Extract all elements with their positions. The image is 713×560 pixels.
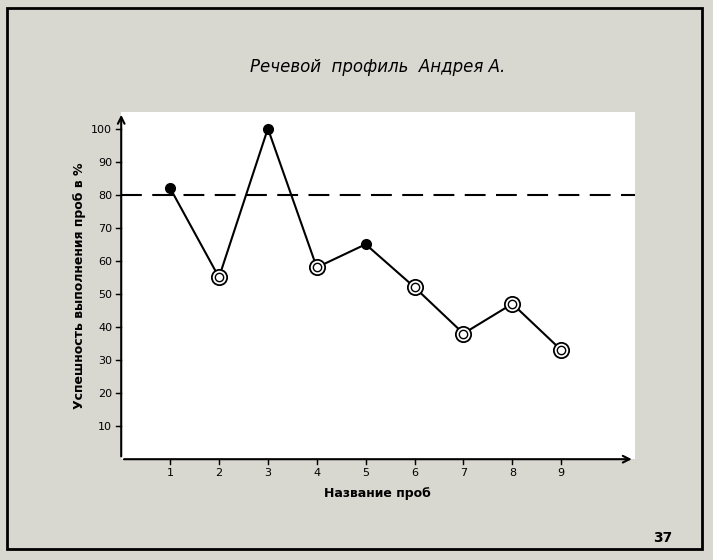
X-axis label: Название проб: Название проб <box>324 487 431 500</box>
Y-axis label: Успешность выполнения проб в %: Успешность выполнения проб в % <box>73 162 86 409</box>
Text: Речевой  профиль  Андрея А.: Речевой профиль Андрея А. <box>250 58 506 76</box>
Text: 37: 37 <box>654 531 672 544</box>
